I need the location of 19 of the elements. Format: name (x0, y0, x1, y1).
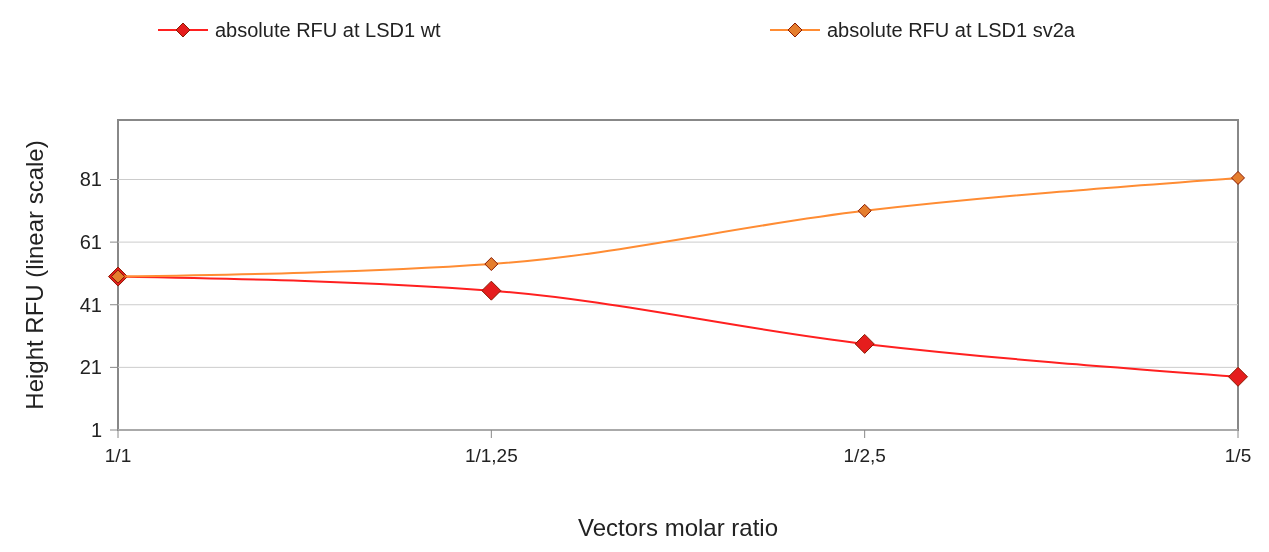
y-tick-label: 61 (79, 231, 102, 254)
point (1231, 170, 1245, 185)
y-tick-label: 21 (79, 356, 102, 379)
y-tick-label: 81 (79, 168, 102, 191)
x-tick-label: 1/1,25 (464, 445, 518, 466)
y-tick-label: 1 (90, 419, 102, 441)
legend-label: absolute RFU at LSD1 sv2a (827, 19, 1076, 41)
x-tick-label: 1/2,5 (843, 445, 886, 466)
point (481, 280, 502, 301)
x-axis-title: Vectors molar ratio (577, 514, 779, 541)
x-tick-label: 1/1 (104, 445, 132, 466)
point (1228, 366, 1248, 387)
legend-label: absolute RFU at LSD1 wt (215, 19, 442, 41)
y-axis-title: Height RFU (linear scale) (21, 140, 48, 410)
point (854, 333, 875, 354)
point (857, 203, 872, 218)
x-tick-label: 1/5 (1224, 445, 1252, 466)
point (484, 257, 499, 272)
y-tick-label: 41 (79, 293, 102, 316)
